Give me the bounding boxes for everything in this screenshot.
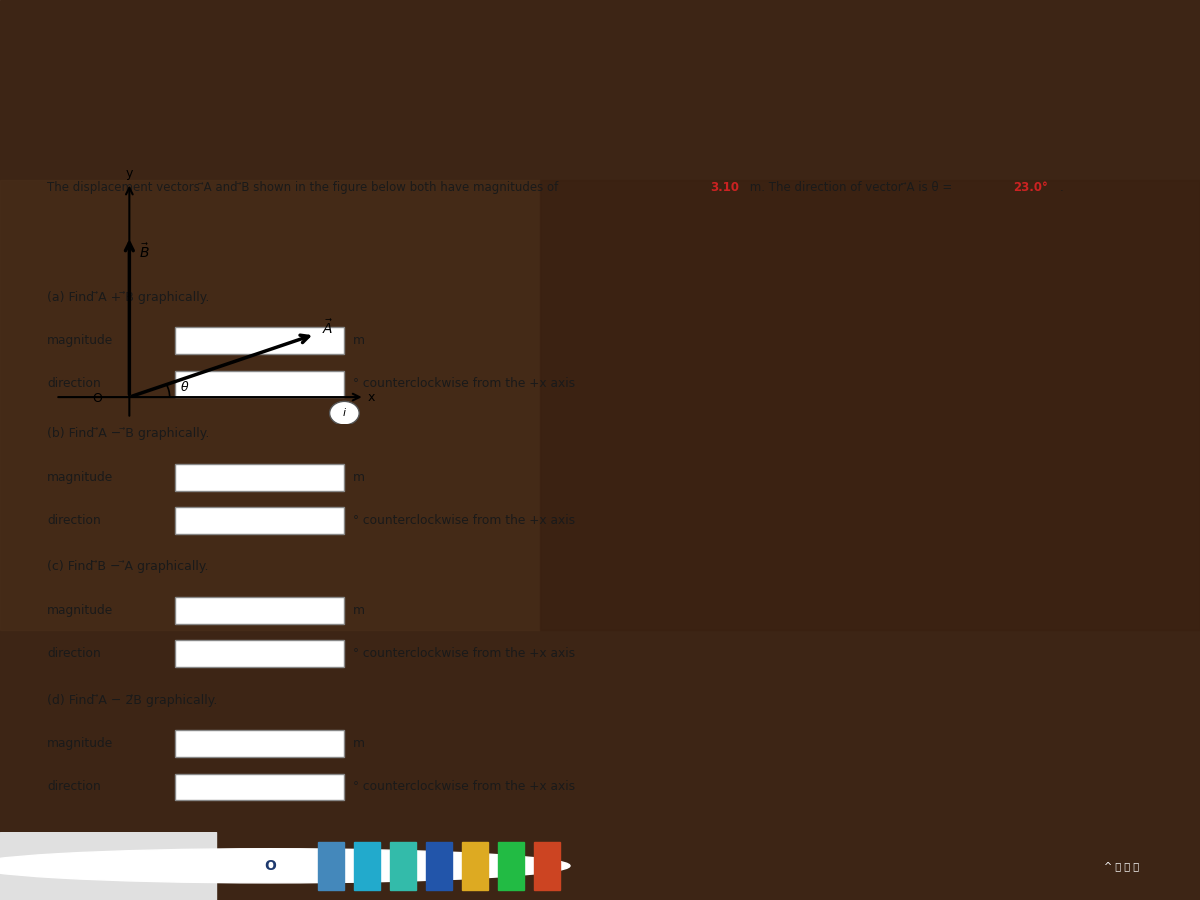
Bar	[390, 842, 416, 890]
Bar	[534, 842, 560, 890]
Text: magnitude: magnitude	[47, 737, 113, 750]
Text: 23.0°: 23.0°	[1013, 181, 1048, 194]
Text: m. The direction of vector ⃗A is θ =: m. The direction of vector ⃗A is θ =	[745, 181, 955, 194]
Bar	[426, 842, 452, 890]
FancyBboxPatch shape	[175, 371, 344, 397]
Bar	[540, 180, 1200, 630]
Text: 3.10: 3.10	[710, 181, 739, 194]
Text: m: m	[353, 737, 365, 750]
Bar	[498, 842, 524, 890]
Circle shape	[0, 849, 570, 883]
Text: (d) Find ⃗A − 2⃗B graphically.: (d) Find ⃗A − 2⃗B graphically.	[47, 694, 217, 706]
Text: y: y	[126, 167, 133, 180]
Text: direction: direction	[47, 780, 101, 794]
Text: ° counterclockwise from the +x axis: ° counterclockwise from the +x axis	[353, 647, 575, 661]
Text: direction: direction	[47, 514, 101, 527]
Text: direction: direction	[47, 647, 101, 661]
Text: magnitude: magnitude	[47, 604, 113, 617]
Text: (b) Find ⃗A − ⃗B graphically.: (b) Find ⃗A − ⃗B graphically.	[47, 428, 210, 440]
Text: O: O	[92, 392, 102, 406]
Text: ° counterclockwise from the +x axis: ° counterclockwise from the +x axis	[353, 377, 575, 391]
Text: (a) Find ⃗A + ⃗B graphically.: (a) Find ⃗A + ⃗B graphically.	[47, 291, 210, 303]
FancyBboxPatch shape	[175, 328, 344, 354]
Text: x: x	[368, 391, 376, 403]
Circle shape	[330, 401, 359, 425]
Bar	[354, 842, 380, 890]
Bar	[0, 832, 216, 900]
Text: $\theta$: $\theta$	[180, 380, 190, 393]
Text: Type here to search: Type here to search	[18, 860, 134, 872]
Text: ° counterclockwise from the +x axis: ° counterclockwise from the +x axis	[353, 780, 575, 794]
Text: .: .	[1060, 181, 1063, 194]
FancyBboxPatch shape	[175, 730, 344, 757]
Text: ° counterclockwise from the +x axis: ° counterclockwise from the +x axis	[353, 514, 575, 527]
FancyBboxPatch shape	[175, 508, 344, 534]
Text: magnitude: magnitude	[47, 334, 113, 347]
Text: $\vec{B}$: $\vec{B}$	[139, 242, 150, 261]
FancyBboxPatch shape	[175, 641, 344, 667]
Text: m: m	[353, 471, 365, 483]
Text: i: i	[343, 409, 346, 419]
Bar	[318, 842, 344, 890]
Text: The displacement vectors ⃗A and ⃗B shown in the figure below both have magnitude: The displacement vectors ⃗A and ⃗B shown…	[47, 181, 562, 194]
Text: (c) Find ⃗B − ⃗A graphically.: (c) Find ⃗B − ⃗A graphically.	[47, 561, 209, 573]
Bar	[462, 842, 488, 890]
Text: magnitude: magnitude	[47, 471, 113, 483]
Text: m: m	[353, 604, 365, 617]
FancyBboxPatch shape	[175, 464, 344, 490]
Text: O: O	[264, 859, 276, 873]
Text: m: m	[353, 334, 365, 347]
FancyBboxPatch shape	[175, 597, 344, 624]
FancyBboxPatch shape	[175, 773, 344, 800]
Text: $\vec{A}$: $\vec{A}$	[322, 319, 332, 338]
Text: ^ 🔊 🖥 ⌚: ^ 🔊 🖥 ⌚	[1104, 860, 1139, 871]
Bar	[0, 180, 540, 630]
Text: direction: direction	[47, 377, 101, 391]
